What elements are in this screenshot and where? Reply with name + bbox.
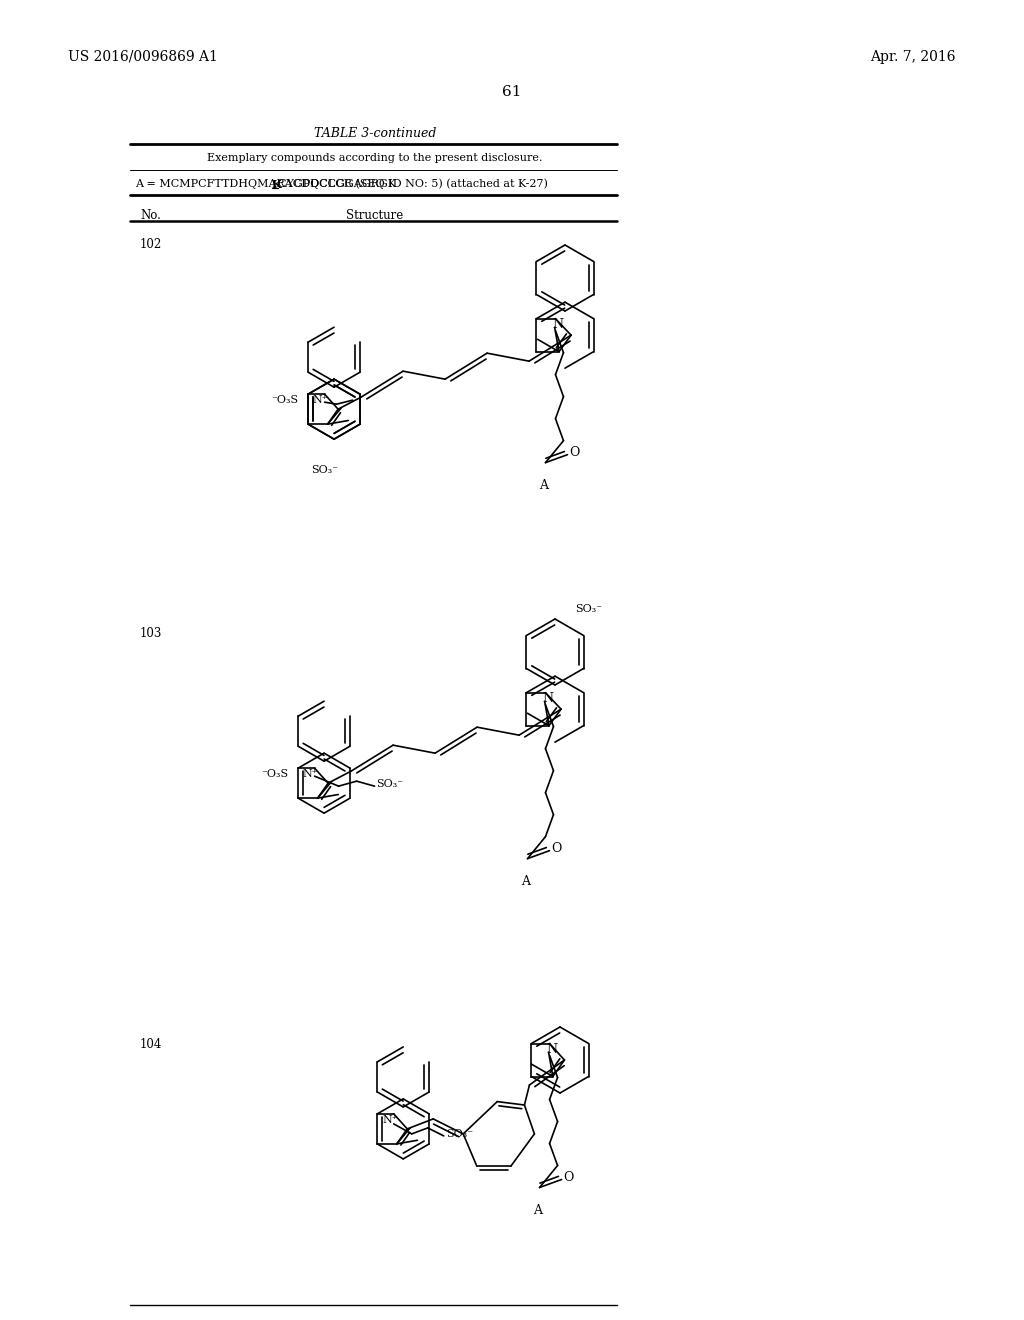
Text: N⁺: N⁺ (313, 395, 329, 405)
Text: Structure: Structure (346, 209, 403, 222)
Text: N⁺: N⁺ (382, 1115, 397, 1125)
Text: US 2016/0096869 A1: US 2016/0096869 A1 (68, 50, 218, 63)
Text: CYGPQCLCR (SEQ ID NO: 5) (attached at K-27): CYGPQCLCR (SEQ ID NO: 5) (attached at K-… (279, 178, 549, 189)
Text: A: A (534, 1204, 542, 1217)
Text: 104: 104 (140, 1038, 163, 1051)
Text: Apr. 7, 2016: Apr. 7, 2016 (870, 50, 956, 63)
Text: A = MCMPCFTTDHQMARACDDCCGGAGRGK: A = MCMPCFTTDHQMARACDDCCGGAGRGK (135, 180, 396, 189)
Text: A: A (539, 479, 548, 491)
Text: A: A (521, 875, 530, 887)
Text: O: O (569, 446, 580, 459)
Text: SO₃⁻: SO₃⁻ (377, 779, 403, 789)
Text: No.: No. (140, 209, 161, 222)
Text: ⁻O₃S: ⁻O₃S (261, 770, 288, 779)
Text: Exemplary compounds according to the present disclosure.: Exemplary compounds according to the pre… (207, 153, 543, 162)
Text: O: O (563, 1171, 573, 1184)
Text: K: K (271, 178, 282, 190)
Text: 61: 61 (502, 84, 522, 99)
Text: SO₃⁻: SO₃⁻ (574, 605, 602, 614)
Text: O: O (552, 842, 562, 855)
Text: 103: 103 (140, 627, 163, 640)
Text: SO₃⁻: SO₃⁻ (311, 465, 339, 475)
Text: N: N (542, 692, 553, 705)
Text: 102: 102 (140, 238, 162, 251)
Text: N: N (546, 1043, 557, 1056)
Text: SO₃⁻: SO₃⁻ (445, 1129, 473, 1139)
Text: TABLE 3-continued: TABLE 3-continued (313, 127, 436, 140)
Text: N: N (552, 318, 563, 331)
Text: ⁻O₃S: ⁻O₃S (271, 395, 298, 405)
Text: N⁺: N⁺ (303, 770, 318, 779)
